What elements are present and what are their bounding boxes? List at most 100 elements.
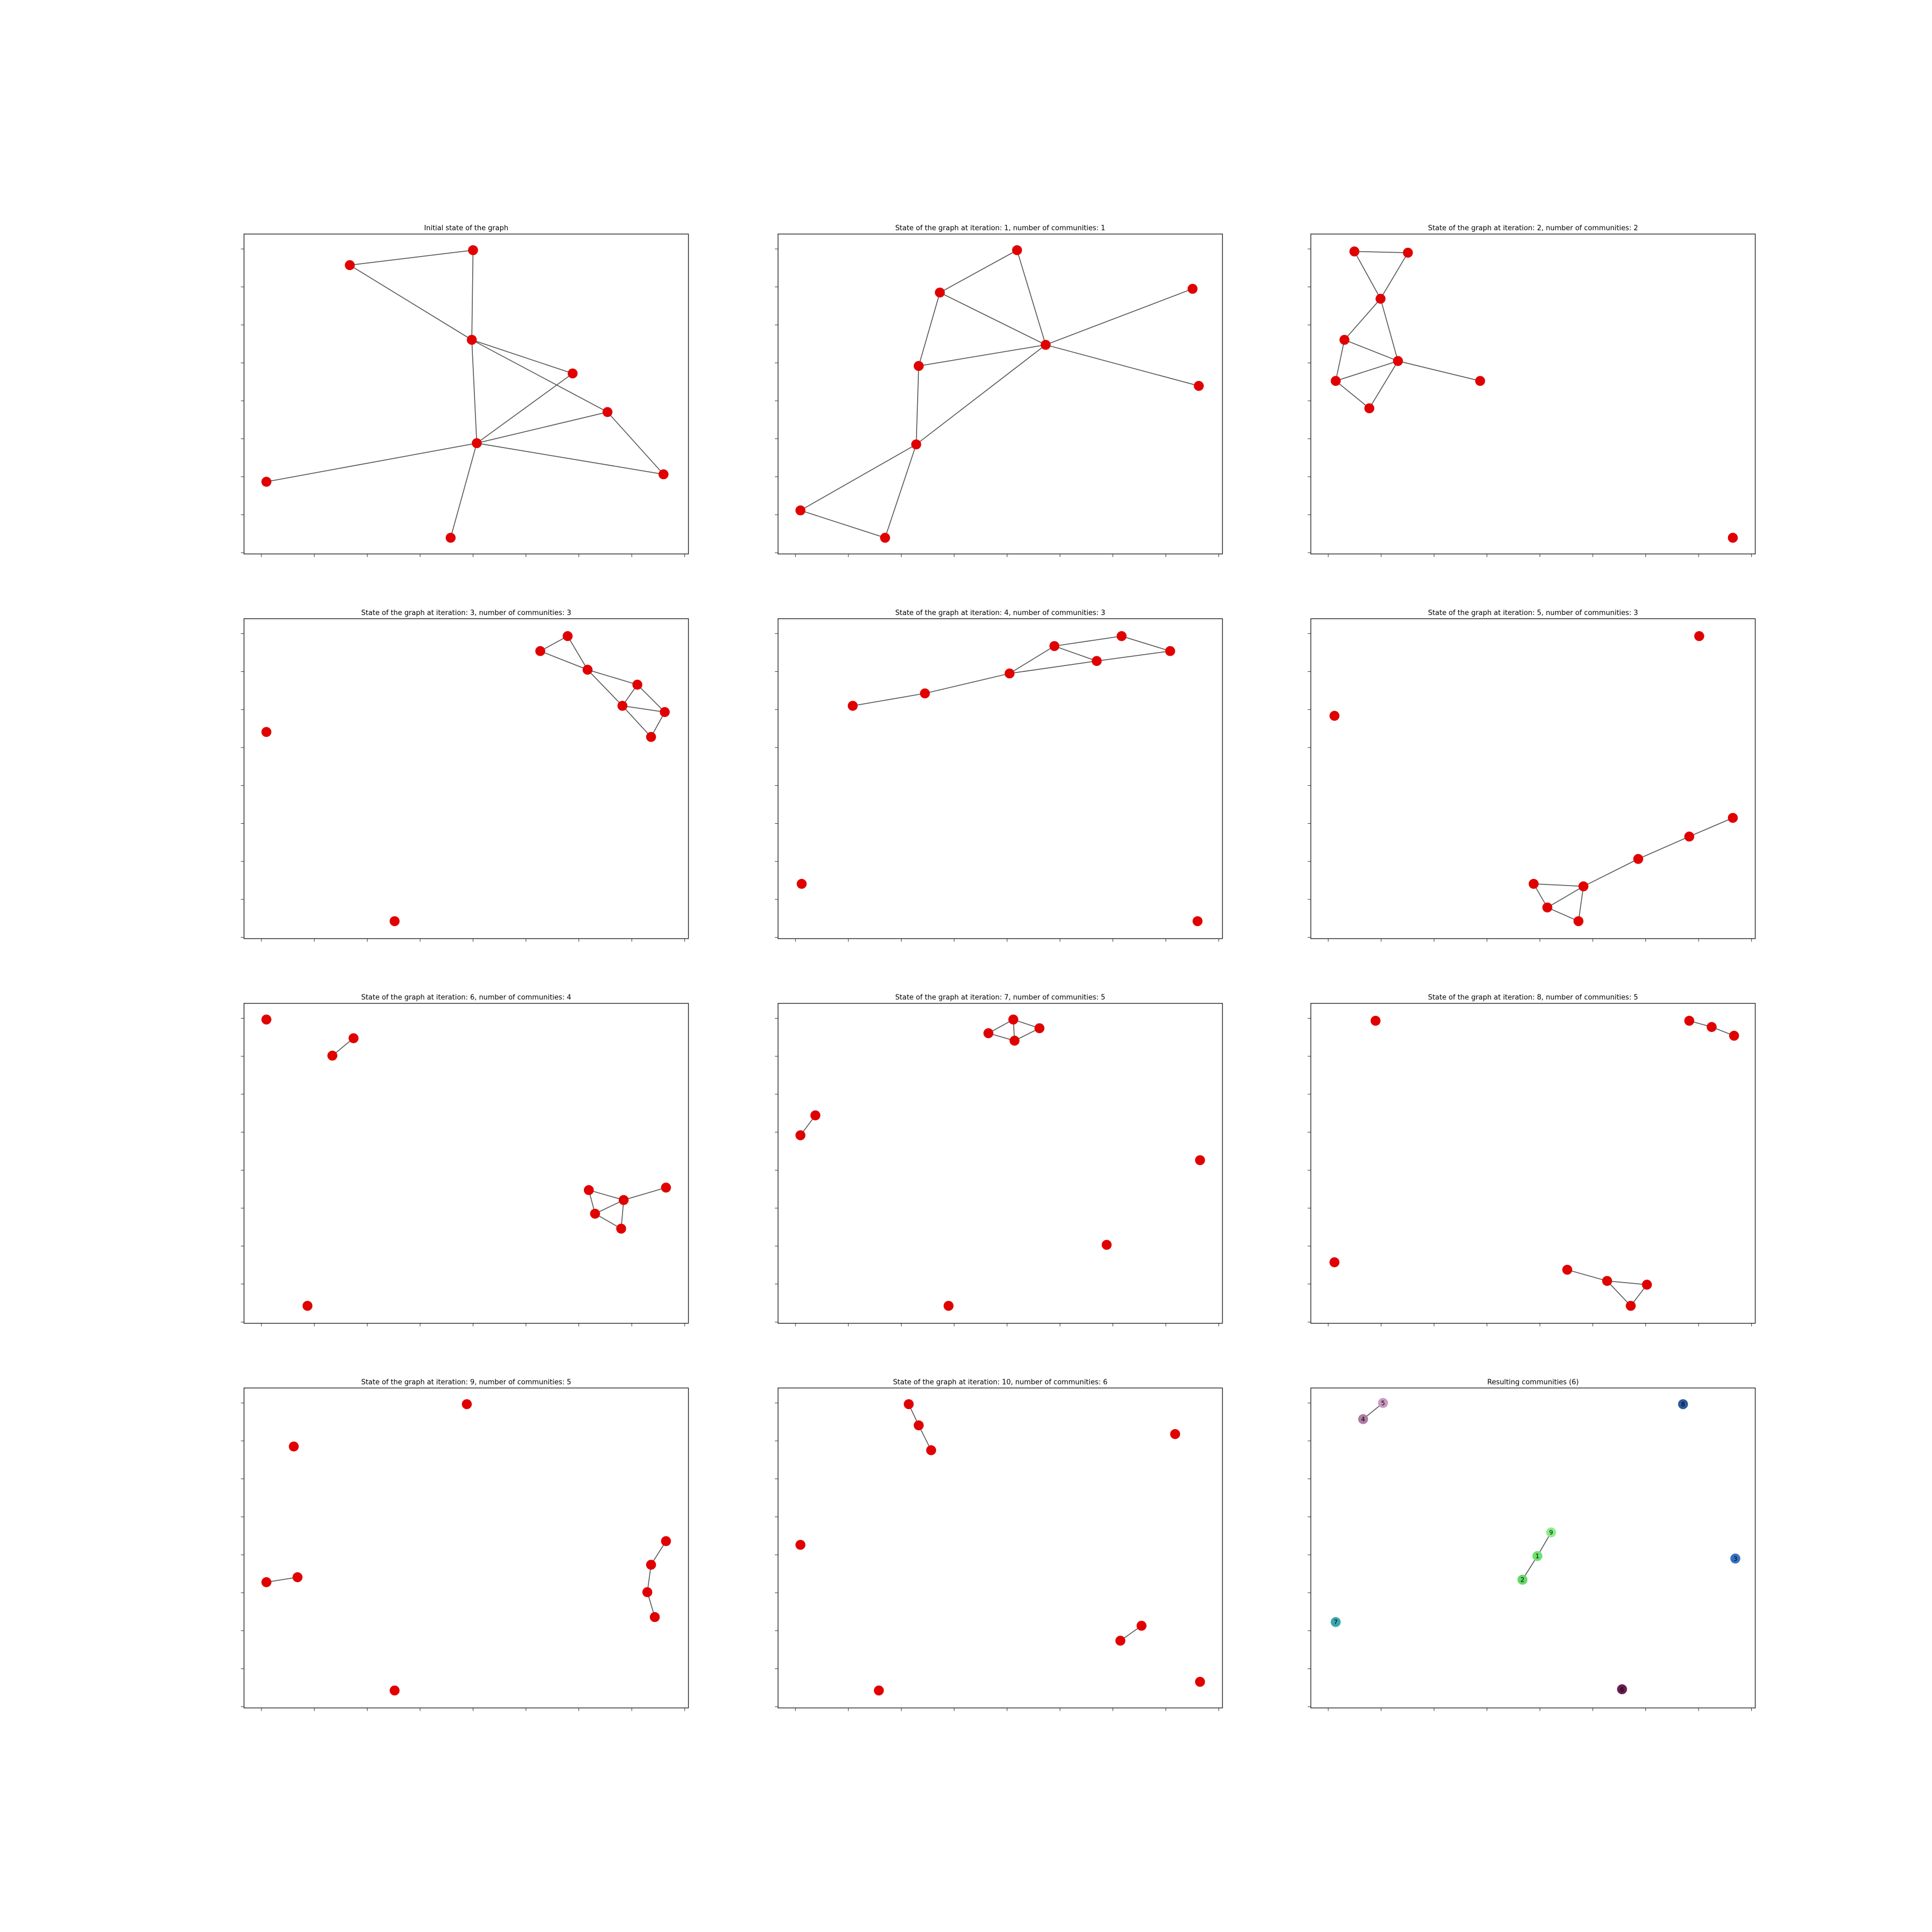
edge <box>1583 858 1638 887</box>
edge <box>1533 883 1584 887</box>
node <box>1517 1575 1528 1585</box>
edge <box>1607 1280 1647 1285</box>
node <box>1101 1240 1112 1250</box>
edge <box>450 443 478 538</box>
node <box>1546 1527 1556 1538</box>
node <box>583 1185 594 1195</box>
node <box>1729 1030 1739 1041</box>
panel-frame <box>243 618 689 939</box>
panel-frame <box>1310 618 1756 939</box>
panel-title: State of the graph at iteration: 1, numb… <box>895 224 1105 232</box>
edge <box>588 1189 624 1201</box>
node <box>390 1685 400 1696</box>
node <box>646 731 656 742</box>
node <box>562 631 573 641</box>
edge <box>622 705 652 737</box>
panel-frame <box>243 1002 689 1324</box>
node-label: 7 <box>1334 1619 1337 1626</box>
node <box>1349 246 1359 257</box>
edge <box>471 340 478 443</box>
panel-title: State of the graph at iteration: 6, numb… <box>361 994 571 1002</box>
edge <box>595 1199 624 1214</box>
edge <box>471 339 573 374</box>
node <box>661 1536 671 1546</box>
node <box>874 1685 884 1696</box>
node <box>649 1612 660 1622</box>
node <box>658 469 669 480</box>
node-label: 4 <box>1361 1416 1365 1423</box>
panel: State of the graph at iteration: 2, numb… <box>1307 224 1756 558</box>
panel-frame <box>778 233 1223 554</box>
edge <box>1121 635 1170 652</box>
edge <box>477 442 664 475</box>
node <box>567 368 578 379</box>
node <box>632 679 642 690</box>
node <box>468 245 478 255</box>
edge <box>587 669 623 706</box>
edge <box>1335 380 1370 409</box>
node <box>913 361 924 371</box>
node-label: 3 <box>1733 1555 1737 1562</box>
edge <box>595 1213 621 1230</box>
node <box>935 287 945 298</box>
edge <box>476 373 573 444</box>
node <box>261 727 272 737</box>
node <box>943 1300 954 1311</box>
node <box>1195 1677 1205 1687</box>
panel-title: State of the graph at iteration: 5, numb… <box>1428 609 1638 617</box>
node-label: 5 <box>1381 1399 1385 1407</box>
node-label: 6 <box>1620 1686 1624 1693</box>
node <box>810 1110 821 1121</box>
node <box>582 664 593 675</box>
edge <box>540 635 568 652</box>
node <box>535 646 545 656</box>
edge <box>1638 836 1690 860</box>
node <box>1136 1621 1147 1631</box>
node <box>1329 711 1340 721</box>
edge <box>1096 650 1170 662</box>
panel: State of the graph at iteration: 7, numb… <box>774 994 1223 1327</box>
edge <box>1009 660 1097 674</box>
node <box>1009 1035 1020 1046</box>
panel: State of the graph at iteration: 8, numb… <box>1307 994 1756 1327</box>
edge <box>471 339 608 413</box>
edge <box>939 250 1018 293</box>
node <box>345 260 355 270</box>
node <box>1393 356 1403 366</box>
node <box>1012 245 1022 255</box>
node <box>618 1195 629 1205</box>
node <box>302 1300 313 1311</box>
panel-frame <box>778 1387 1223 1709</box>
edge <box>477 411 608 444</box>
node <box>602 407 613 418</box>
node <box>1034 1023 1045 1034</box>
node <box>466 334 477 345</box>
panel-title: State of the graph at iteration: 3, numb… <box>361 609 571 617</box>
panel-frame <box>243 1387 689 1709</box>
edge <box>916 365 919 445</box>
edge <box>587 669 638 685</box>
edge <box>266 442 477 482</box>
panel: Resulting communities (6) 5 4 8 9 1 2 3 7 6 <box>1307 1378 1756 1711</box>
node <box>1116 631 1127 641</box>
node <box>445 532 456 543</box>
edge <box>349 250 473 266</box>
node <box>1329 1257 1340 1268</box>
node <box>1617 1684 1627 1694</box>
node <box>1403 247 1413 258</box>
node <box>617 700 628 711</box>
node <box>1370 1015 1381 1026</box>
edge <box>623 1187 667 1201</box>
edge <box>1567 1269 1607 1282</box>
node <box>880 532 890 543</box>
node <box>1684 831 1694 842</box>
edge <box>1344 298 1381 340</box>
edge <box>1009 646 1055 674</box>
edge <box>471 250 474 340</box>
node-label: 9 <box>1549 1529 1553 1536</box>
node <box>1115 1635 1125 1646</box>
panel: State of the graph at iteration: 4, numb… <box>774 609 1223 942</box>
panel-title: Initial state of the graph <box>424 224 508 232</box>
edge <box>1335 340 1345 381</box>
edge <box>1606 1280 1631 1306</box>
